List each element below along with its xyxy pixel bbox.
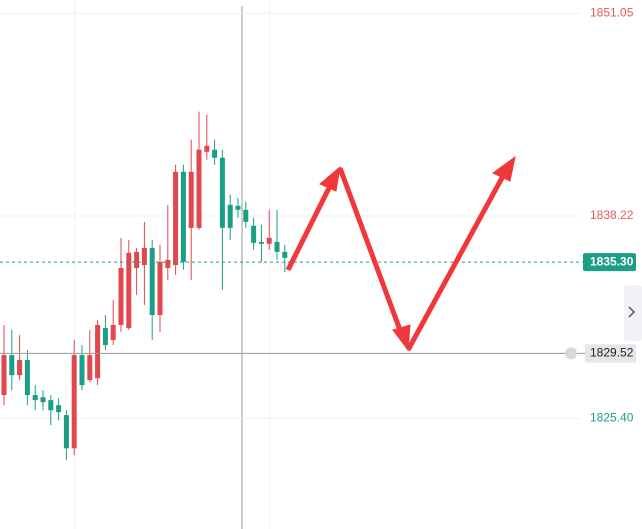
plot	[0, 12, 583, 461]
candle-body	[149, 247, 155, 316]
candle-body	[180, 171, 186, 262]
crosshair-label-bg	[585, 344, 636, 363]
arrow-line	[337, 167, 403, 331]
candle-body	[87, 355, 93, 381]
candle-body	[219, 157, 225, 228]
candle-body	[196, 149, 202, 228]
candle-body	[17, 360, 23, 376]
arrow-line	[285, 184, 333, 272]
candle-body	[48, 400, 54, 411]
candle-body	[110, 324, 116, 340]
candle-body	[165, 259, 171, 268]
candle-body	[282, 251, 288, 258]
candle-body	[141, 247, 147, 265]
arrows	[285, 155, 516, 352]
chevron-icon	[628, 306, 636, 318]
crosshair-label: 1829.52	[590, 346, 634, 360]
candle-body	[212, 149, 218, 158]
candle-body	[9, 355, 15, 376]
candle-body	[1, 355, 7, 396]
candle-body	[24, 360, 30, 396]
candle-body	[71, 355, 77, 449]
arrow-head	[492, 155, 516, 182]
candle-body	[95, 324, 101, 379]
arrow-line	[405, 174, 506, 352]
candle-body	[227, 204, 233, 228]
candle-body	[102, 327, 108, 346]
candle-body	[56, 405, 62, 413]
arrow-head	[392, 324, 411, 352]
y-tick-label: 1838.22	[590, 208, 634, 222]
y-tick-label: 1851.05	[590, 6, 634, 20]
last-price-label: 1835.30	[590, 254, 634, 268]
candle-body	[204, 145, 210, 152]
candle-body	[118, 267, 124, 325]
candle-body	[134, 251, 140, 268]
y-tick-label: 1825.40	[590, 411, 634, 425]
alert-icon	[565, 347, 577, 360]
candle-body	[173, 171, 179, 265]
candle-body	[188, 171, 194, 228]
candle-body	[126, 252, 132, 328]
candle-body	[251, 225, 257, 243]
candle-body	[40, 397, 46, 403]
collapse-button[interactable]	[624, 285, 642, 341]
candle-body	[243, 209, 249, 222]
candle-body	[79, 355, 85, 386]
candle-body	[235, 205, 241, 210]
candle-body	[258, 241, 264, 244]
vertical-grid	[74, 0, 271, 529]
candle-body	[63, 415, 69, 449]
arrow-head	[319, 165, 341, 192]
candle-body	[32, 395, 38, 401]
candle-body	[266, 237, 272, 244]
candle-body	[274, 241, 280, 252]
candle-body	[157, 261, 163, 316]
last-price-bg	[583, 253, 636, 272]
